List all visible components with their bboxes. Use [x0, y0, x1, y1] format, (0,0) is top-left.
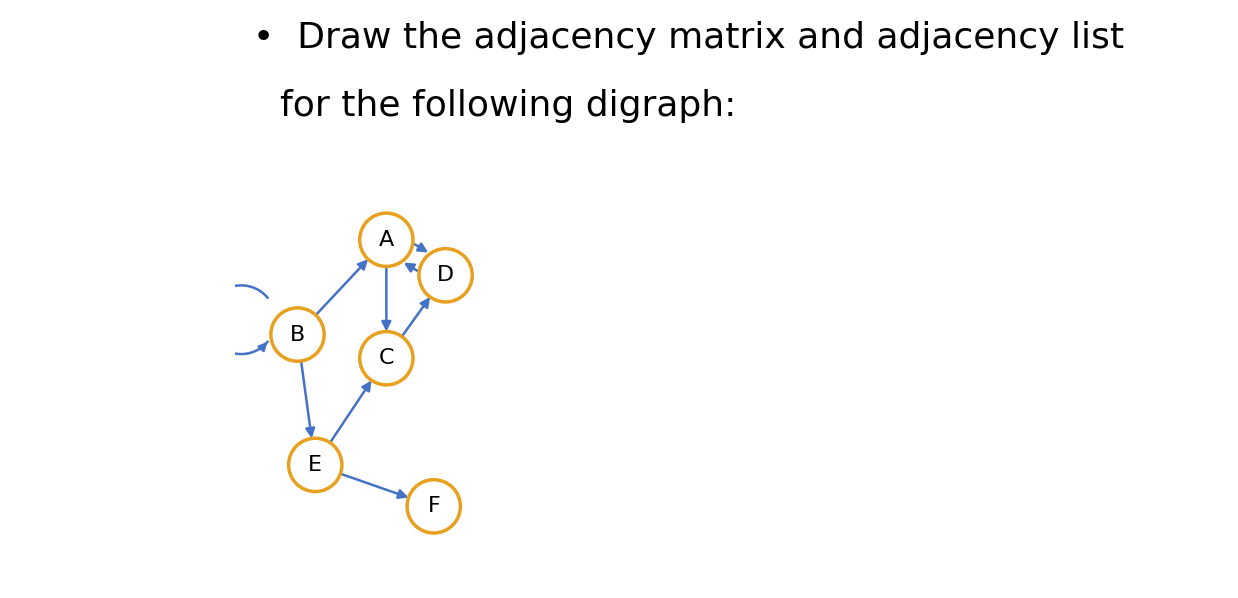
Text: D: D — [437, 266, 454, 285]
Text: C: C — [379, 348, 394, 368]
Text: F: F — [427, 496, 441, 516]
Circle shape — [407, 480, 461, 533]
Text: •  Draw the adjacency matrix and adjacency list: • Draw the adjacency matrix and adjacenc… — [253, 20, 1124, 54]
Text: for the following digraph:: for the following digraph: — [280, 89, 737, 123]
Circle shape — [288, 438, 342, 492]
Circle shape — [418, 249, 472, 302]
Text: B: B — [290, 325, 305, 344]
Circle shape — [360, 213, 413, 267]
Circle shape — [360, 331, 413, 385]
Circle shape — [271, 308, 324, 361]
Text: A: A — [379, 230, 394, 250]
Text: E: E — [308, 455, 322, 475]
